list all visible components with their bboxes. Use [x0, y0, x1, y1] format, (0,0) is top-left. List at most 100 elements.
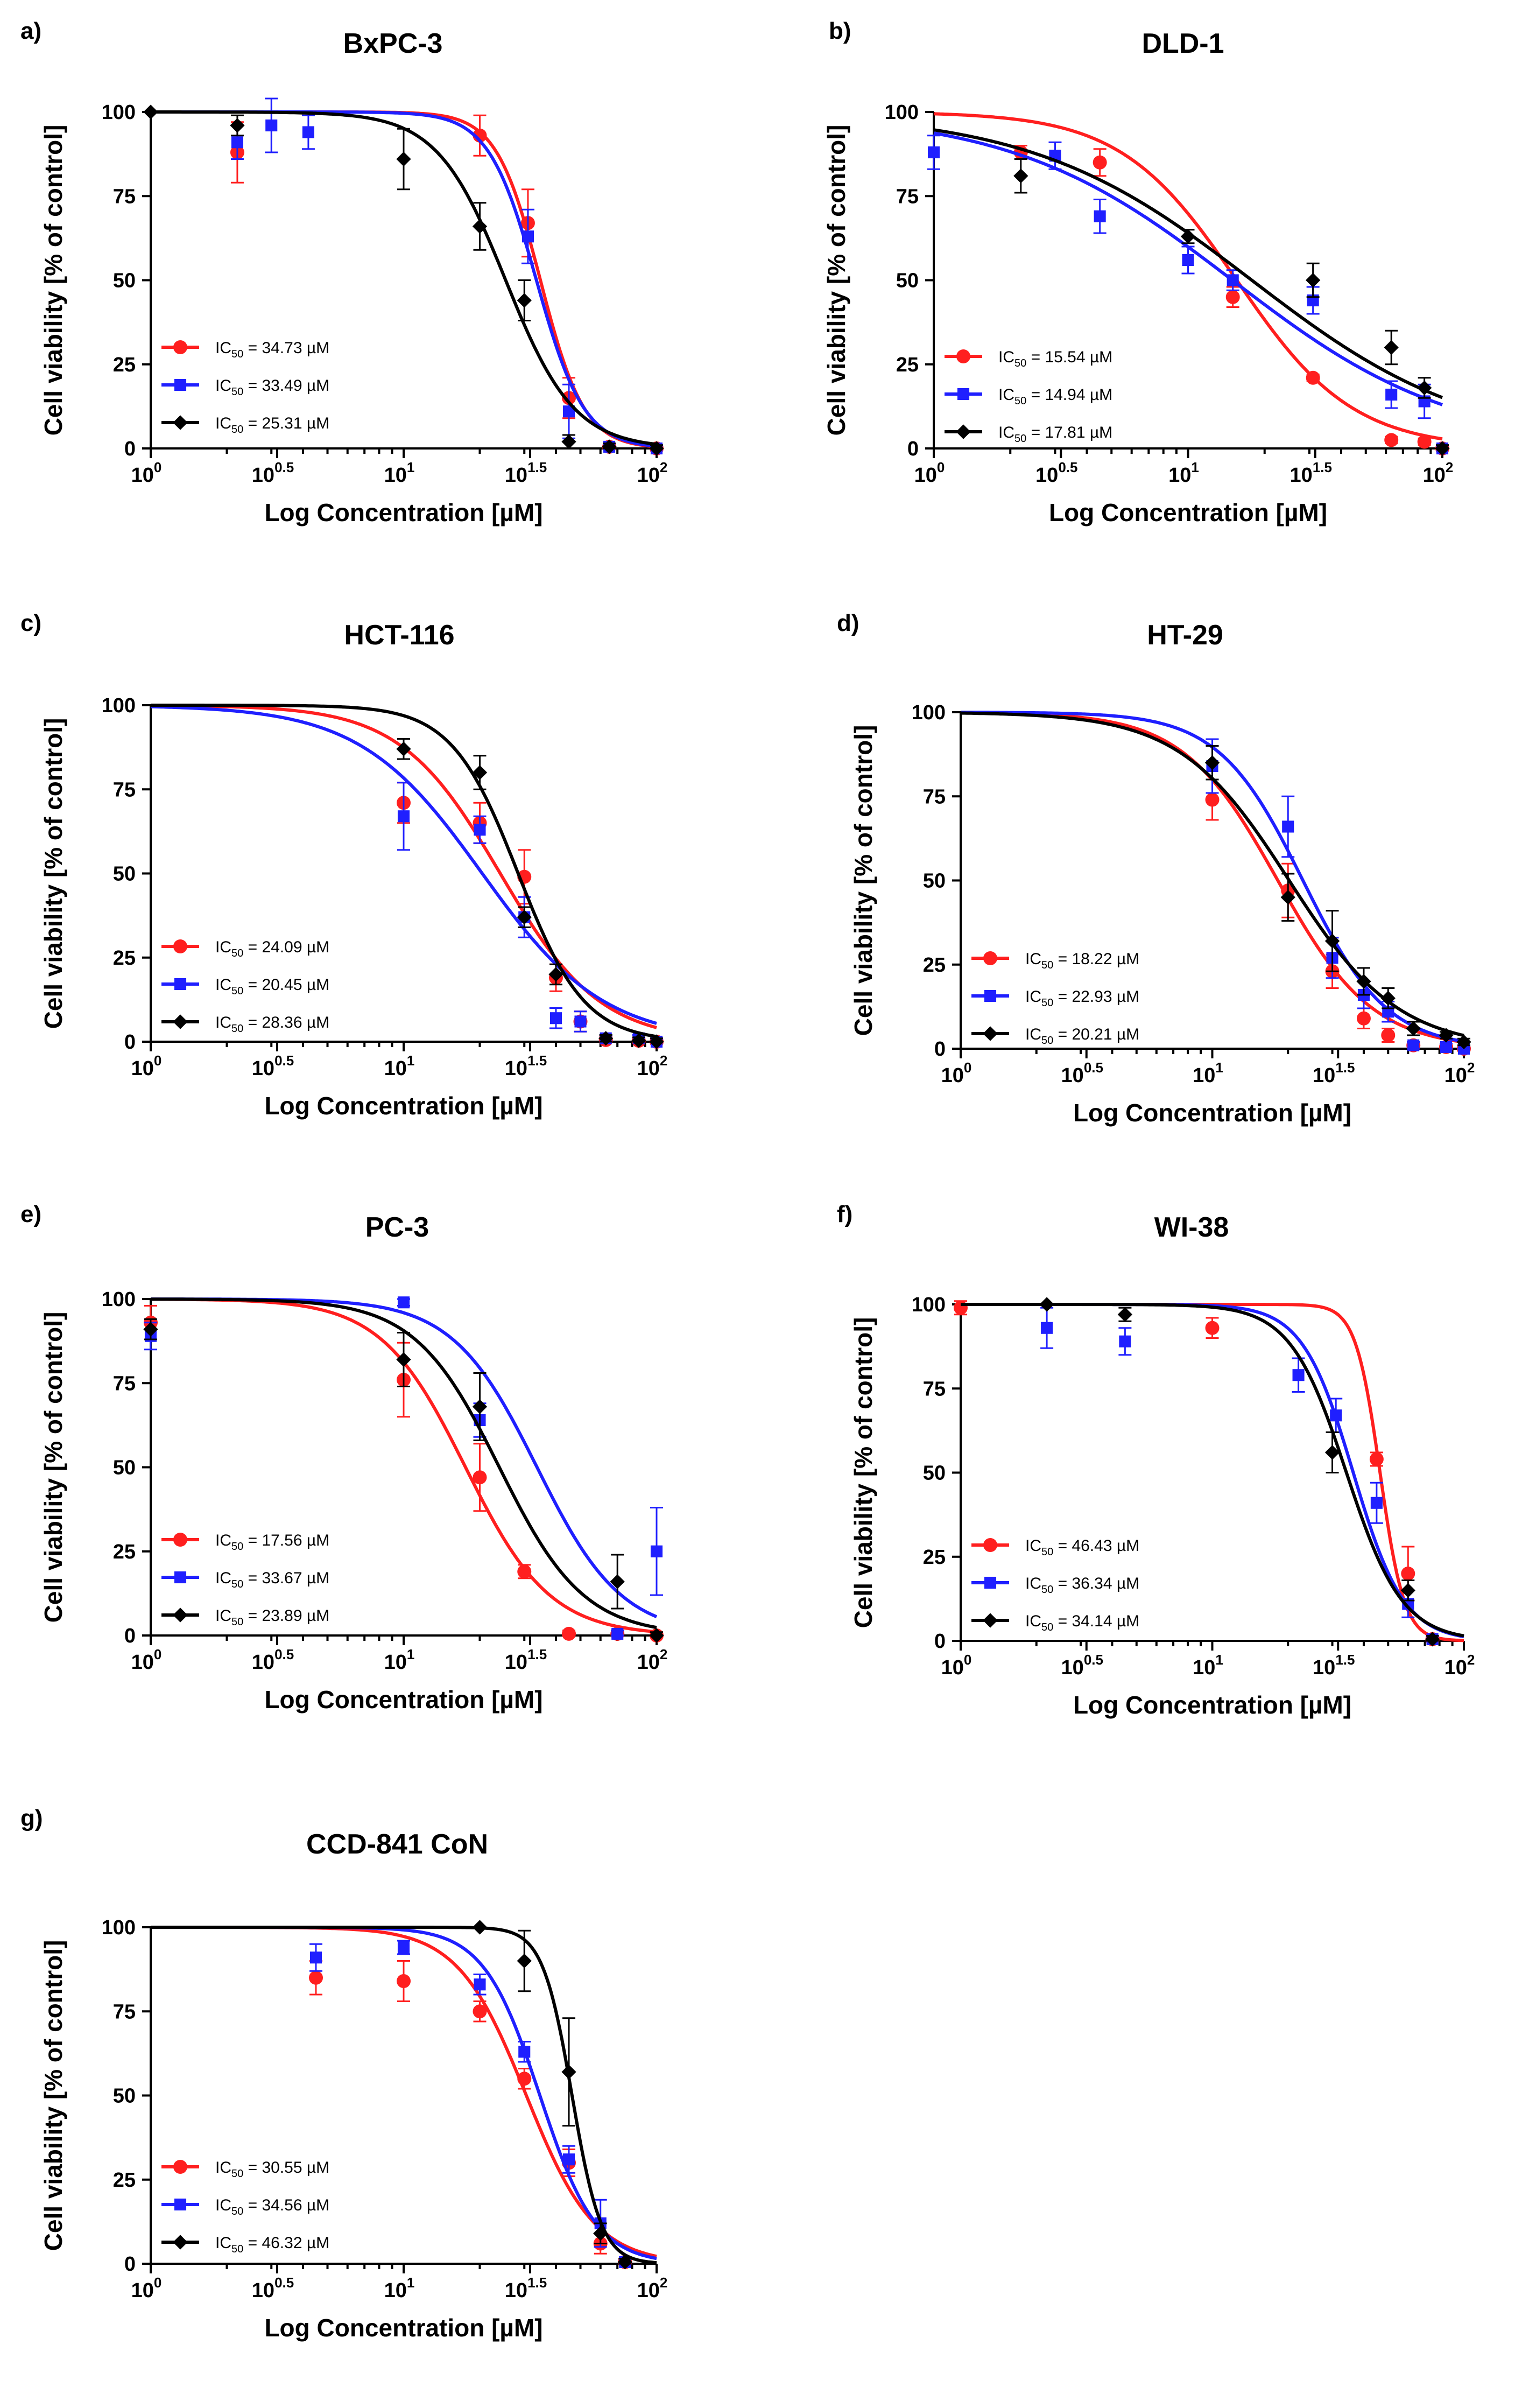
- legend-label-value: = 33.49 µM: [243, 377, 329, 395]
- legend-label-subscript: 50: [231, 424, 243, 436]
- data-point-diamond: [1384, 340, 1399, 355]
- x-tick-exponent: 2: [660, 2274, 667, 2291]
- x-tick-base: 10: [505, 1651, 527, 1674]
- x-tick-exponent: 1: [1215, 1652, 1223, 1668]
- x-tick-exponent: 0.5: [1058, 459, 1077, 475]
- legend-label-subscript: 50: [1041, 1035, 1053, 1047]
- x-tick-label: 101: [384, 2274, 415, 2302]
- x-tick-exponent: 0.5: [274, 2274, 294, 2291]
- legend-label-value: = 46.32 µM: [243, 2234, 329, 2252]
- data-point-diamond: [396, 741, 411, 756]
- data-point-diamond: [617, 2255, 632, 2270]
- x-tick-base: 10: [252, 1057, 274, 1080]
- data-point-square: [474, 1978, 486, 1991]
- data-point-diamond: [1435, 441, 1450, 456]
- series-red: [954, 1300, 1464, 1646]
- x-tick-exponent: 2: [660, 459, 667, 475]
- legend-label-prefix: IC: [215, 938, 231, 956]
- legend-label: IC50 = 34.73 µM: [215, 339, 329, 360]
- x-tick-exponent: 1.5: [527, 1646, 547, 1662]
- panel-letter: g): [20, 1805, 43, 1831]
- data-point-circle: [1225, 290, 1240, 304]
- data-point-diamond: [561, 2065, 576, 2080]
- x-tick-base: 10: [131, 1057, 154, 1080]
- x-tick-base: 10: [1193, 1064, 1215, 1087]
- data-point-square: [1370, 1497, 1383, 1509]
- x-tick-base: 10: [637, 2279, 660, 2302]
- legend-label: IC50 = 34.14 µM: [1025, 1612, 1139, 1633]
- legend-label: IC50 = 14.94 µM: [998, 386, 1112, 407]
- x-tick-exponent: 1.5: [1335, 1652, 1355, 1668]
- panel-letter: e): [20, 1201, 41, 1227]
- x-tick-base: 10: [941, 1656, 964, 1679]
- series-black: [151, 704, 664, 1049]
- data-point-diamond: [1417, 380, 1432, 396]
- legend-label-prefix: IC: [1025, 1575, 1041, 1592]
- legend-label: IC50 = 20.21 µM: [1025, 1026, 1139, 1047]
- x-tick-exponent: 0.5: [1084, 1652, 1103, 1668]
- data-point-circle: [517, 1564, 532, 1579]
- legend-label-prefix: IC: [215, 1014, 231, 1031]
- y-tick-label: 25: [113, 947, 136, 970]
- legend-label-prefix: IC: [998, 424, 1014, 441]
- data-point-square: [562, 405, 575, 418]
- legend-label-value: = 34.73 µM: [243, 339, 329, 357]
- panel-letter: a): [20, 18, 41, 44]
- chart-title: CCD-841 CoN: [306, 1829, 488, 1860]
- legend-label-value: = 20.21 µM: [1053, 1026, 1139, 1043]
- data-point-diamond: [649, 1034, 664, 1049]
- x-tick-base: 10: [1313, 1656, 1335, 1679]
- y-tick-label: 75: [113, 778, 136, 801]
- data-point-diamond: [396, 151, 411, 167]
- y-tick-label: 50: [923, 1462, 946, 1485]
- data-point-square: [265, 119, 278, 132]
- data-point-diamond: [610, 1574, 625, 1589]
- legend-label: IC50 = 28.36 µM: [215, 1014, 329, 1035]
- legend-label-value: = 28.36 µM: [243, 1014, 329, 1031]
- y-axis-title: Cell viability [% of control]: [849, 1317, 877, 1628]
- y-axis-title: Cell viability [% of control]: [849, 725, 877, 1036]
- x-tick-base: 10: [1168, 464, 1191, 487]
- x-axis-title: Log Concentration [µM]: [1073, 1691, 1351, 1719]
- data-point-diamond: [396, 1352, 411, 1367]
- x-tick-base: 10: [384, 1651, 407, 1674]
- data-point-diamond: [230, 118, 245, 133]
- legend-label-value: = 33.67 µM: [243, 1569, 329, 1587]
- series-black: [143, 1297, 664, 1643]
- x-tick-exponent: 1.5: [527, 1052, 547, 1069]
- y-tick-label: 0: [124, 438, 136, 460]
- x-tick-label: 101.5: [505, 459, 547, 487]
- y-tick-label: 50: [113, 863, 136, 886]
- y-tick-label: 0: [124, 1625, 136, 1647]
- data-point-diamond: [173, 1607, 188, 1623]
- data-point-square: [1227, 274, 1239, 286]
- legend-label-prefix: IC: [1025, 1612, 1041, 1630]
- x-tick-base: 10: [1035, 464, 1058, 487]
- x-tick-exponent: 1: [1191, 459, 1199, 475]
- x-tick-label: 100.5: [1035, 459, 1077, 487]
- y-tick-label: 75: [923, 785, 946, 808]
- data-point-diamond: [472, 1920, 488, 1935]
- data-point-diamond: [1406, 1021, 1421, 1036]
- x-tick-base: 10: [384, 1057, 407, 1080]
- legend-label-prefix: IC: [215, 1532, 231, 1549]
- data-point-diamond: [1324, 1445, 1340, 1460]
- y-tick-label: 50: [896, 270, 919, 292]
- data-point-square: [1282, 820, 1294, 833]
- x-tick-exponent: 2: [1467, 1059, 1475, 1076]
- data-point-diamond: [983, 1613, 998, 1628]
- x-tick-base: 10: [384, 464, 407, 487]
- x-tick-base: 10: [637, 1651, 660, 1674]
- data-point-diamond: [631, 1033, 646, 1048]
- data-point-square: [302, 126, 314, 138]
- data-point-diamond: [548, 967, 563, 982]
- y-tick-label: 50: [113, 2085, 136, 2108]
- x-tick-exponent: 2: [1446, 459, 1453, 475]
- y-tick-label: 75: [896, 185, 919, 208]
- legend-label-prefix: IC: [215, 2159, 231, 2177]
- data-point-circle: [983, 951, 997, 965]
- data-point-diamond: [598, 1031, 614, 1046]
- legend-label-prefix: IC: [215, 976, 231, 994]
- legend-label-subscript: 50: [231, 947, 243, 959]
